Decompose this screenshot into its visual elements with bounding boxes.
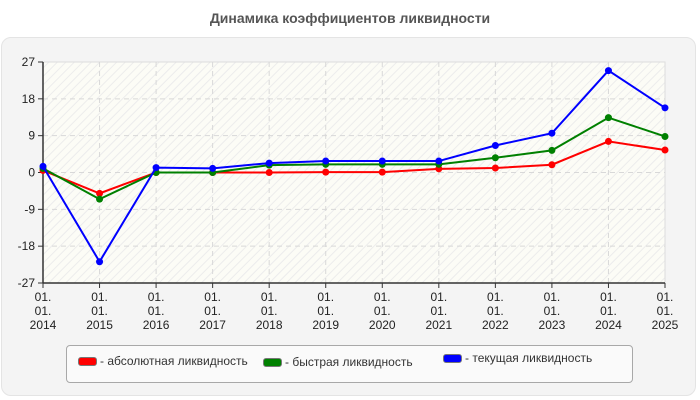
y-tick-label: 9: [28, 129, 35, 143]
data-point: [548, 161, 556, 169]
x-tick-label: 01.: [148, 304, 165, 318]
data-point: [152, 164, 160, 172]
x-tick-label: 01.: [204, 304, 221, 318]
x-tick-label: 2025: [652, 318, 679, 332]
y-tick-label: -9: [24, 202, 35, 216]
data-point: [548, 146, 556, 154]
x-tick-label: 01.: [91, 304, 108, 318]
x-tick-label: 2023: [539, 318, 566, 332]
x-tick-label: 01.: [317, 304, 334, 318]
y-tick-label: 18: [22, 92, 36, 106]
data-point: [491, 141, 499, 149]
x-tick-label: 01.: [35, 304, 52, 318]
x-axis-labels: 01.01.201401.01.201501.01.201601.01.2017…: [30, 290, 679, 332]
data-point: [435, 157, 443, 165]
x-tick-label: 2022: [482, 318, 509, 332]
x-tick-label: 01.: [544, 304, 561, 318]
x-tick-label: 01.: [487, 304, 504, 318]
data-point: [378, 157, 386, 165]
x-tick-label: 2024: [595, 318, 622, 332]
data-point: [604, 137, 612, 145]
x-tick-label: 2021: [425, 318, 452, 332]
data-point: [322, 157, 330, 165]
x-tick-label: 01.: [657, 304, 674, 318]
x-tick-label: 01.: [148, 290, 165, 304]
data-point: [604, 114, 612, 122]
x-tick-label: 01.: [261, 304, 278, 318]
data-point: [209, 164, 217, 172]
x-tick-label: 01.: [544, 290, 561, 304]
data-point: [265, 159, 273, 167]
x-tick-label: 01.: [600, 290, 617, 304]
legend-item-absolute: - абсолютная ликвидность: [78, 354, 248, 368]
data-point: [661, 132, 669, 140]
x-tick-label: 01.: [430, 304, 447, 318]
legend-item-quick: - быстрая ликвидность: [263, 355, 413, 369]
x-tick-label: 2016: [143, 318, 170, 332]
x-tick-label: 01.: [317, 290, 334, 304]
x-tick-label: 2015: [86, 318, 113, 332]
data-point: [265, 169, 273, 176]
legend-label: - текущая ликвидность: [465, 351, 593, 365]
x-tick-label: 01.: [487, 290, 504, 304]
x-tick-label: 01.: [35, 290, 52, 304]
data-point: [96, 189, 104, 197]
legend: - абсолютная ликвидность - быстрая ликви…: [66, 345, 633, 383]
data-point: [661, 146, 669, 154]
x-tick-label: 01.: [91, 290, 108, 304]
x-tick-label: 01.: [600, 304, 617, 318]
x-tick-label: 01.: [430, 290, 447, 304]
x-tick-label: 01.: [261, 290, 278, 304]
data-point: [96, 258, 104, 266]
x-tick-label: 01.: [374, 304, 391, 318]
legend-swatch-blue: [443, 353, 462, 363]
x-tick-label: 01.: [374, 290, 391, 304]
legend-label: - быстрая ликвидность: [285, 355, 413, 369]
x-tick-label: 2014: [30, 318, 57, 332]
y-tick-label: -27: [18, 276, 36, 290]
x-tick-label: 01.: [657, 290, 674, 304]
data-series: [39, 67, 669, 266]
series-line: [39, 67, 669, 266]
chart-title: Динамика коэффициентов ликвидности: [209, 10, 491, 26]
data-point: [491, 154, 499, 162]
data-point: [491, 164, 499, 172]
data-point: [322, 168, 330, 176]
legend-swatch-green: [263, 357, 282, 367]
y-tick-label: 27: [22, 55, 36, 69]
data-point: [604, 67, 612, 75]
data-point: [548, 129, 556, 137]
y-tick-label: 0: [28, 166, 35, 180]
x-tick-label: 2019: [312, 318, 339, 332]
y-axis-labels: 27 18 9 0 -9 -18 -27: [18, 55, 36, 290]
x-tick-label: 2020: [369, 318, 396, 332]
data-point: [378, 168, 386, 176]
data-point: [39, 162, 47, 170]
legend-item-current: - текущая ликвидность: [443, 351, 592, 365]
grid-lines: [43, 62, 665, 283]
x-tick-label: 2018: [256, 318, 283, 332]
y-tick-label: -18: [18, 239, 36, 253]
data-point: [96, 195, 104, 203]
legend-swatch-red: [78, 356, 97, 366]
x-tick-label: 2017: [199, 318, 226, 332]
legend-label: - абсолютная ликвидность: [100, 354, 248, 368]
x-tick-label: 01.: [204, 290, 221, 304]
data-point: [661, 104, 669, 112]
